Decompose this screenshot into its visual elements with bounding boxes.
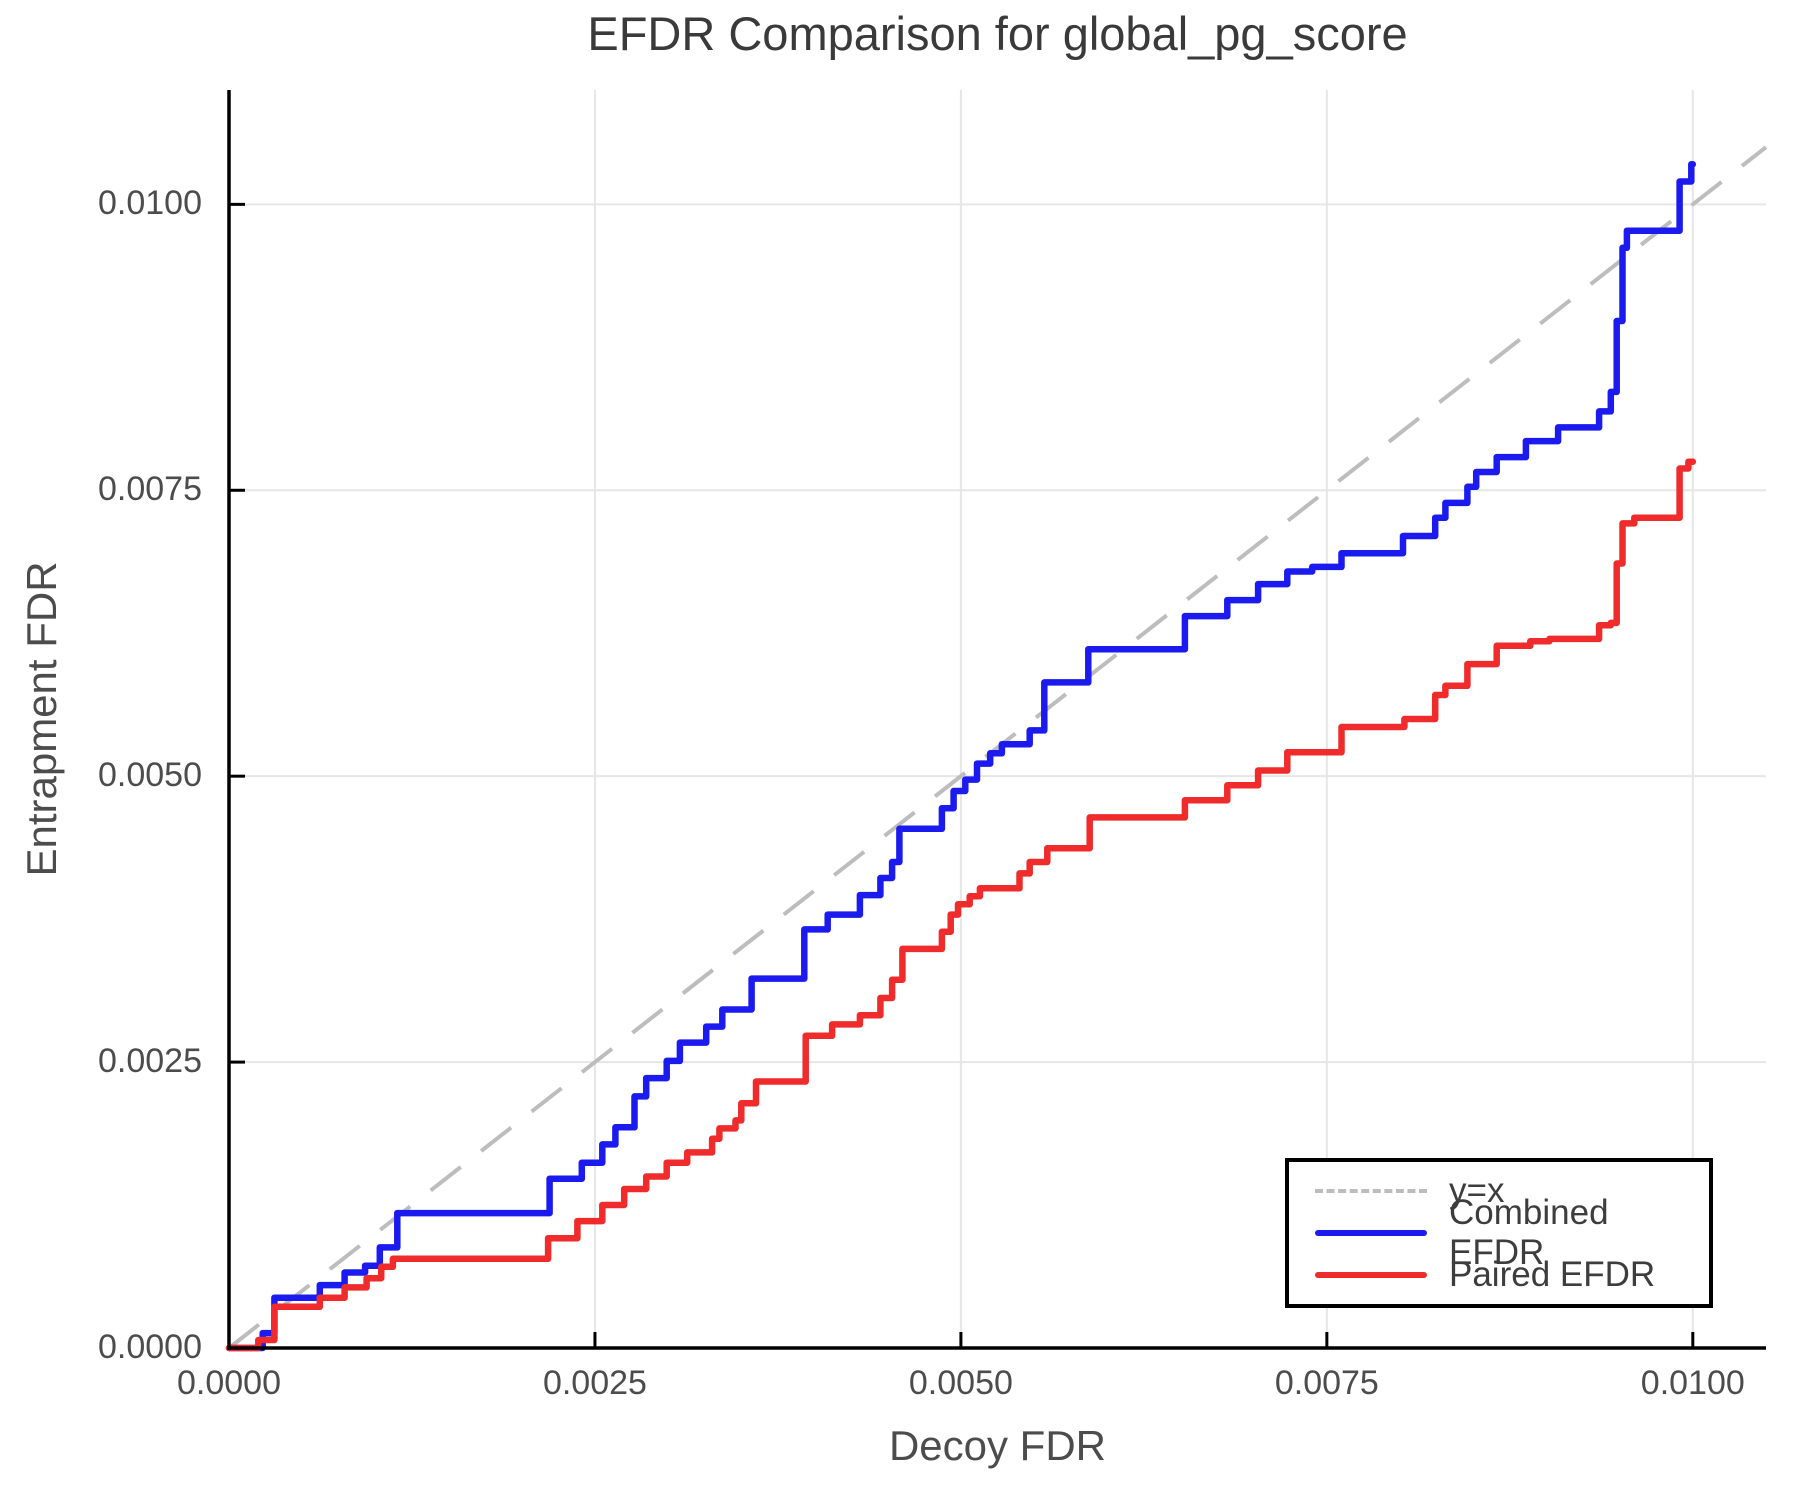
y-tick-label: 0.0075 <box>98 470 202 509</box>
paired-efdr-line <box>225 458 1697 1352</box>
y-tick-label: 0.0050 <box>98 756 202 795</box>
x-tick-label: 0.0000 <box>177 1364 281 1402</box>
y-tick-label: 0.0025 <box>98 1042 202 1081</box>
chart-title: EFDR Comparison for global_pg_score <box>587 7 1408 60</box>
y-axis-label: Entrapment FDR <box>18 561 65 877</box>
x-tick-label: 0.0100 <box>1640 1364 1745 1402</box>
y-tick-label: 0.0000 <box>98 1328 202 1366</box>
legend-label: Paired EFDR <box>1449 1255 1656 1294</box>
legend-entry-combined: Combined EFDR <box>1315 1193 1709 1272</box>
red-line-swatch-icon <box>1315 1272 1427 1278</box>
legend-label: y=x <box>1449 1171 1505 1210</box>
legend-label: Combined EFDR <box>1449 1193 1609 1272</box>
legend-entry-paired: Paired EFDR <box>1315 1254 1709 1296</box>
legend: y=x Combined EFDR Paired EFDR <box>1285 1158 1713 1308</box>
x-tick-label: 0.0025 <box>542 1364 647 1402</box>
dashed-line-swatch-icon <box>1315 1189 1427 1193</box>
identity-reference-line <box>227 145 1768 1350</box>
combined-efdr-line <box>225 161 1697 1352</box>
x-tick-label: 0.0050 <box>908 1364 1013 1402</box>
blue-line-swatch-icon <box>1315 1230 1427 1236</box>
x-tick-label: 0.0075 <box>1274 1364 1379 1402</box>
x-axis-label: Decoy FDR <box>888 1422 1107 1469</box>
legend-entry-identity: y=x <box>1315 1170 1709 1212</box>
y-tick-label: 0.0100 <box>98 184 202 223</box>
